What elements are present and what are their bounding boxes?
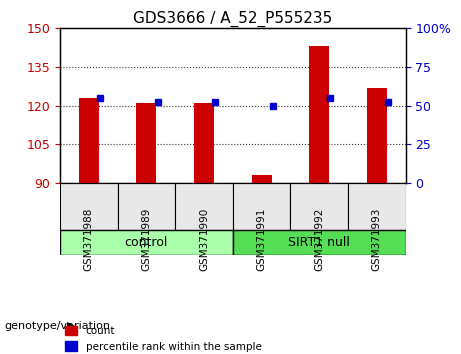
Bar	[194, 103, 214, 183]
Legend: count, percentile rank within the sample: count, percentile rank within the sample	[60, 322, 266, 354]
Text: GSM371990: GSM371990	[199, 208, 209, 271]
FancyBboxPatch shape	[60, 230, 233, 255]
FancyBboxPatch shape	[348, 183, 406, 230]
FancyBboxPatch shape	[60, 183, 118, 230]
Text: ▶: ▶	[67, 321, 75, 331]
FancyBboxPatch shape	[175, 183, 233, 230]
Text: GSM371992: GSM371992	[314, 208, 324, 272]
Text: GSM371993: GSM371993	[372, 208, 382, 272]
FancyBboxPatch shape	[233, 183, 290, 230]
Bar	[309, 46, 329, 183]
Bar	[79, 98, 99, 183]
Title: GDS3666 / A_52_P555235: GDS3666 / A_52_P555235	[133, 11, 332, 27]
FancyBboxPatch shape	[118, 183, 175, 230]
Text: genotype/variation: genotype/variation	[5, 321, 111, 331]
Text: GSM371989: GSM371989	[142, 208, 151, 272]
Bar	[367, 87, 387, 183]
Text: control: control	[124, 236, 168, 249]
Bar	[136, 103, 156, 183]
FancyBboxPatch shape	[290, 183, 348, 230]
Bar	[252, 175, 272, 183]
Text: GSM371988: GSM371988	[84, 208, 94, 272]
FancyBboxPatch shape	[233, 230, 406, 255]
Text: SIRT1 null: SIRT1 null	[288, 236, 350, 249]
Text: GSM371991: GSM371991	[257, 208, 266, 272]
